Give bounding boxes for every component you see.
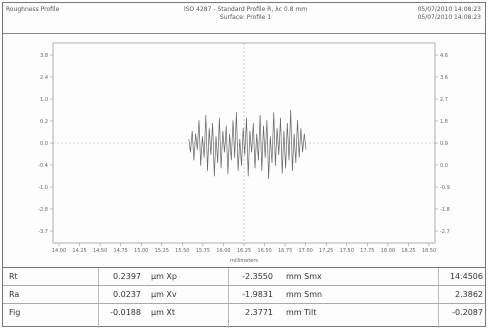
profile-series-line [188, 109, 307, 180]
x-tick-label: 14.25 [72, 248, 86, 254]
y-left-tick-label: -3.7 [38, 229, 48, 235]
x-tick-label: 16.50 [257, 248, 271, 254]
y-left-tick-label: 2.4 [40, 75, 48, 81]
stat-unit: µm Xp [151, 272, 177, 281]
y-left-tick-label: -2.8 [38, 207, 48, 213]
y-right-tick-label: 0.9 [440, 141, 448, 147]
stat-unit2: mm Smn [286, 290, 323, 299]
header-title: ISO 4287 - Standard Profile R, λc 0.8 mm… [153, 6, 338, 22]
stats-row-fig: Fig -0.0188 µm Xt 2.3771 mm Tilt -0.2087 [3, 304, 485, 321]
stat-label: Ra [9, 290, 20, 299]
x-tick-label: 16.00 [216, 248, 230, 254]
header-timestamp-line1: 05/07/2010 14:08:23 [417, 6, 481, 13]
stat-label: Fig [9, 308, 21, 317]
y-left-tick-label: 0.2 [40, 119, 48, 125]
x-tick-label: 14.50 [93, 248, 107, 254]
y-right-tick-label: 1.8 [440, 119, 448, 125]
x-tick-label: 14.00 [52, 248, 66, 254]
header-timestamp: 05/07/2010 14:08:23 05/07/2010 14:08:23 [418, 6, 481, 22]
y-left-tick-label: 0.0 [40, 141, 48, 147]
stat-unit: µm Xt [151, 308, 176, 317]
stat-unit2: mm Tilt [286, 308, 317, 317]
x-tick-label: 14.75 [114, 248, 128, 254]
x-tick-label: 18.50 [422, 248, 436, 254]
y-left-tick-label: 1.0 [40, 97, 48, 103]
y-left-tick-label: -1.0 [38, 185, 48, 191]
stat-value2: -2.3550 [242, 272, 273, 281]
x-tick-label: 17.50 [340, 248, 354, 254]
header-title-line1: ISO 4287 - Standard Profile R, λc 0.8 mm [183, 6, 308, 13]
stat-value3: -0.2087 [452, 308, 483, 317]
stats-divider [438, 268, 439, 328]
stats-row-rt: Rt 0.2397 µm Xp -2.3550 mm Smx 14.4506 [3, 268, 485, 286]
header-timestamp-line2: 05/07/2010 14:08:23 [417, 14, 481, 21]
x-axis-label: millimeters [230, 258, 258, 264]
x-tick-label: 17.00 [299, 248, 313, 254]
report-header: Roughness Profile ISO 4287 - Standard Pr… [3, 3, 485, 34]
x-tick-label: 16.25 [237, 248, 251, 254]
y-right-tick-label: 2.7 [440, 97, 448, 103]
y-right-tick-label: 3.6 [440, 75, 448, 81]
y-right-tick-label: 4.6 [440, 53, 448, 59]
x-tick-label: 17.25 [319, 248, 333, 254]
header-left-text: Roughness Profile [6, 6, 60, 13]
x-tick-label: 16.75 [278, 248, 292, 254]
stat-label: Rt [9, 272, 18, 281]
profile-chart: 3.8 2.4 1.0 0.2 0.0 -0.4 -1.0 -2.8 -3.7 4.6 3.6 2.7… [38, 42, 450, 264]
x-tick-label: 15.25 [155, 248, 169, 254]
stats-divider [228, 268, 229, 328]
stat-value: 0.0237 [113, 290, 141, 299]
stat-unit2: mm Smx [286, 272, 322, 281]
stats-row-ra: Ra 0.0237 µm Xv -1.9831 mm Smn 2.3862 [3, 286, 485, 304]
profile-plot: 3.8 2.4 1.0 0.2 0.0 -0.4 -1.0 -2.8 -3.7 4.6 3.6 2.7… [3, 33, 485, 267]
x-tick-label: 15.00 [134, 248, 148, 254]
stats-divider [98, 268, 99, 328]
header-title-line2: Surface: Profile 1 [219, 14, 272, 21]
x-tick-label: 17.75 [360, 248, 374, 254]
stat-value3: 2.3862 [455, 290, 483, 299]
x-tick-label: 18.25 [401, 248, 415, 254]
y-right-tick-label: -1.8 [440, 207, 450, 213]
stat-value: -0.0188 [110, 308, 141, 317]
stat-value2: 2.3771 [245, 308, 273, 317]
stats-table: Rt 0.2397 µm Xp -2.3550 mm Smx 14.4506 R… [3, 267, 485, 328]
stat-value: 0.2397 [113, 272, 141, 281]
y-left-tick-label: 3.8 [40, 53, 48, 59]
stat-value2: -1.9831 [242, 290, 273, 299]
x-tick-label: 18.00 [381, 248, 395, 254]
y-right-tick-label: -0.9 [440, 185, 450, 191]
stat-unit: µm Xv [151, 290, 177, 299]
stat-value3: 14.4506 [449, 272, 483, 281]
y-right-tick-label: -2.7 [440, 229, 450, 235]
y-left-tick-label: -0.4 [38, 163, 48, 169]
x-tick-label: 15.75 [196, 248, 210, 254]
x-tick-label: 15.50 [175, 248, 189, 254]
y-right-tick-label: 0.0 [440, 163, 448, 169]
